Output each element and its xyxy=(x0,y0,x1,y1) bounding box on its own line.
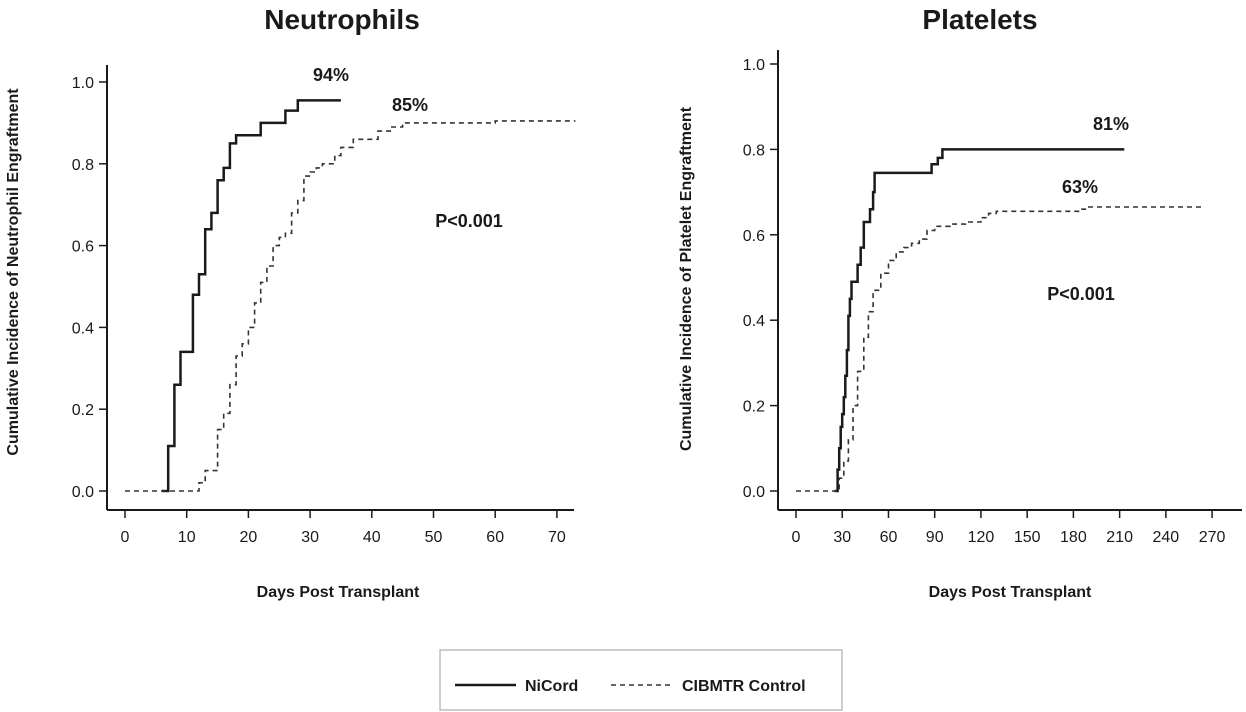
neutrophils-panel: Neutrophils Cumulative Incidence of Neut… xyxy=(5,4,576,601)
neutrophils-y-ticks: 0.0 0.2 0.4 0.6 0.8 1.0 xyxy=(72,75,107,501)
platelets-control-end-label: 63% xyxy=(1062,177,1098,197)
legend-control-label: CIBMTR Control xyxy=(682,678,806,695)
neutrophils-x-ticks: 0 10 20 30 40 50 60 70 xyxy=(121,510,566,546)
neutrophils-x-tick-label: 60 xyxy=(486,529,504,546)
neutrophils-x-tick-label: 40 xyxy=(363,529,381,546)
platelets-series xyxy=(796,148,1205,493)
platelets-y-tick-label: 0.6 xyxy=(743,228,765,245)
neutrophils-y-axis-label: Cumulative Incidence of Neutrophil Engra… xyxy=(5,88,22,456)
platelets-y-tick-label: 0.4 xyxy=(743,313,765,330)
platelets-y-axis-label: Cumulative Incidence of Platelet Engraft… xyxy=(678,106,695,451)
neutrophils-p-value: P<0.001 xyxy=(435,211,503,231)
neutrophils-x-tick-label: 0 xyxy=(121,529,130,546)
platelets-title: Platelets xyxy=(922,4,1037,35)
neutrophils-x-tick-label: 10 xyxy=(178,529,196,546)
neutrophils-control-line xyxy=(125,120,576,492)
platelets-y-tick-label: 0.0 xyxy=(743,484,765,501)
legend-box xyxy=(439,649,843,711)
platelets-x-axis-label: Days Post Transplant xyxy=(929,584,1092,601)
platelets-y-tick-label: 0.8 xyxy=(743,142,765,159)
neutrophils-y-tick-label: 0.8 xyxy=(72,157,94,174)
neutrophils-control-end-label: 85% xyxy=(392,95,428,115)
neutrophils-y-tick-label: 0.6 xyxy=(72,239,94,256)
neutrophils-x-tick-label: 50 xyxy=(425,529,443,546)
neutrophils-y-tick-label: 0.4 xyxy=(72,320,94,337)
platelets-x-tick-label: 120 xyxy=(968,529,995,546)
platelets-y-tick-label: 1.0 xyxy=(743,57,765,74)
neutrophils-series xyxy=(125,99,576,493)
neutrophils-nicord-end-label: 94% xyxy=(313,65,349,85)
platelets-x-tick-label: 270 xyxy=(1199,529,1226,546)
platelets-x-tick-label: 150 xyxy=(1014,529,1041,546)
platelets-x-tick-label: 210 xyxy=(1106,529,1133,546)
platelets-x-tick-label: 30 xyxy=(833,529,851,546)
neutrophils-nicord-line xyxy=(162,99,341,493)
platelets-y-ticks: 0.0 0.2 0.4 0.6 0.8 1.0 xyxy=(743,57,778,501)
platelets-nicord-line xyxy=(834,148,1125,493)
neutrophils-x-tick-label: 30 xyxy=(301,529,319,546)
platelets-control-line xyxy=(796,206,1205,492)
platelets-x-ticks: 0 30 60 90 120 150 180 210 240 270 xyxy=(792,510,1226,546)
platelets-p-value: P<0.001 xyxy=(1047,284,1115,304)
platelets-x-tick-label: 240 xyxy=(1153,529,1180,546)
platelets-x-tick-label: 90 xyxy=(926,529,944,546)
neutrophils-x-tick-label: 20 xyxy=(240,529,258,546)
platelets-nicord-end-label: 81% xyxy=(1093,114,1129,134)
platelets-y-tick-label: 0.2 xyxy=(743,399,765,416)
neutrophils-y-tick-label: 1.0 xyxy=(72,75,94,92)
platelets-x-tick-label: 0 xyxy=(792,529,801,546)
neutrophils-x-axis-label: Days Post Transplant xyxy=(257,584,420,601)
neutrophils-y-tick-label: 0.0 xyxy=(72,484,94,501)
neutrophils-x-tick-label: 70 xyxy=(548,529,566,546)
neutrophils-y-tick-label: 0.2 xyxy=(72,402,94,419)
neutrophils-title: Neutrophils xyxy=(264,4,420,35)
platelets-x-tick-label: 60 xyxy=(880,529,898,546)
legend: NiCord CIBMTR Control xyxy=(439,649,843,711)
platelets-x-tick-label: 180 xyxy=(1060,529,1087,546)
legend-nicord-label: NiCord xyxy=(525,678,578,695)
platelets-panel: Platelets Cumulative Incidence of Platel… xyxy=(678,4,1242,601)
